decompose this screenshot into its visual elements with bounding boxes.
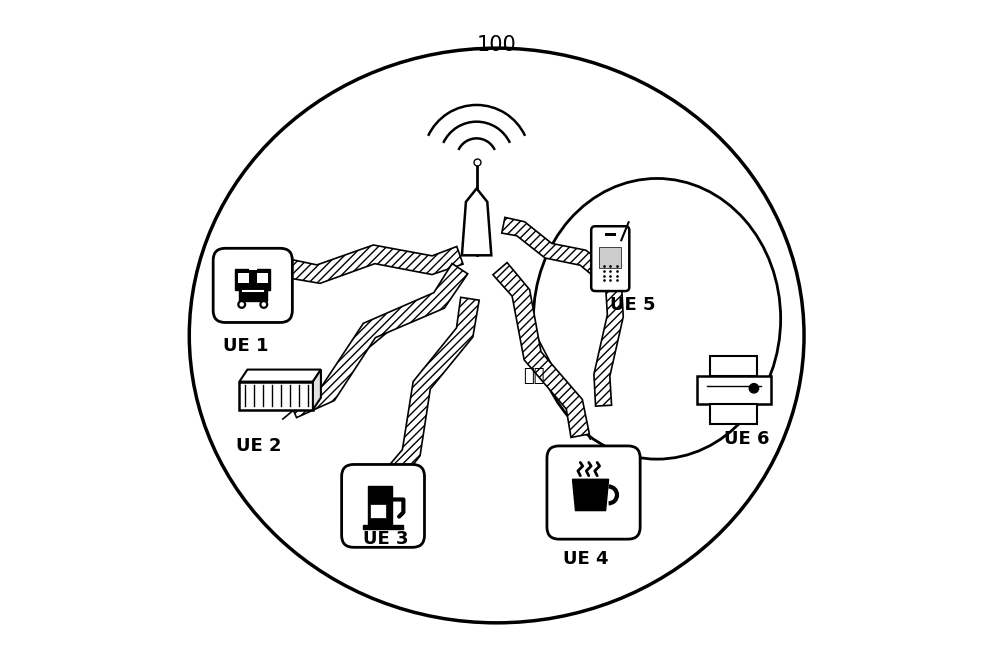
Text: UE 2: UE 2 (236, 437, 282, 455)
Text: UE 4: UE 4 (563, 550, 609, 568)
Polygon shape (239, 370, 321, 382)
Polygon shape (573, 479, 609, 511)
Bar (710, 356, 757, 376)
Polygon shape (594, 285, 623, 406)
Polygon shape (235, 269, 270, 301)
Bar (697, 376, 771, 405)
Bar (605, 233, 616, 236)
Bar (599, 247, 621, 268)
Polygon shape (502, 217, 602, 275)
Circle shape (237, 300, 246, 309)
Bar (370, 505, 386, 517)
Circle shape (749, 384, 759, 393)
Text: UE 6: UE 6 (724, 430, 769, 448)
Bar (710, 405, 757, 424)
Polygon shape (289, 264, 468, 417)
FancyBboxPatch shape (342, 464, 424, 548)
Polygon shape (288, 245, 463, 283)
Bar (363, 525, 403, 529)
FancyBboxPatch shape (591, 226, 629, 291)
Bar (249, 266, 257, 270)
Bar (257, 273, 268, 283)
Polygon shape (493, 262, 589, 437)
Bar (368, 486, 392, 494)
Circle shape (259, 300, 268, 309)
Polygon shape (462, 189, 491, 255)
Polygon shape (382, 297, 479, 485)
Text: 基站: 基站 (523, 366, 545, 384)
Text: UE 3: UE 3 (363, 530, 409, 548)
Polygon shape (239, 382, 313, 410)
FancyBboxPatch shape (213, 248, 292, 323)
Text: UE 1: UE 1 (223, 337, 268, 354)
Bar (238, 273, 249, 283)
Text: UE 5: UE 5 (610, 297, 656, 315)
Text: 100: 100 (477, 35, 517, 55)
Circle shape (239, 302, 244, 307)
FancyBboxPatch shape (547, 446, 640, 539)
Polygon shape (313, 370, 321, 410)
Circle shape (262, 302, 266, 307)
Bar (368, 494, 392, 528)
